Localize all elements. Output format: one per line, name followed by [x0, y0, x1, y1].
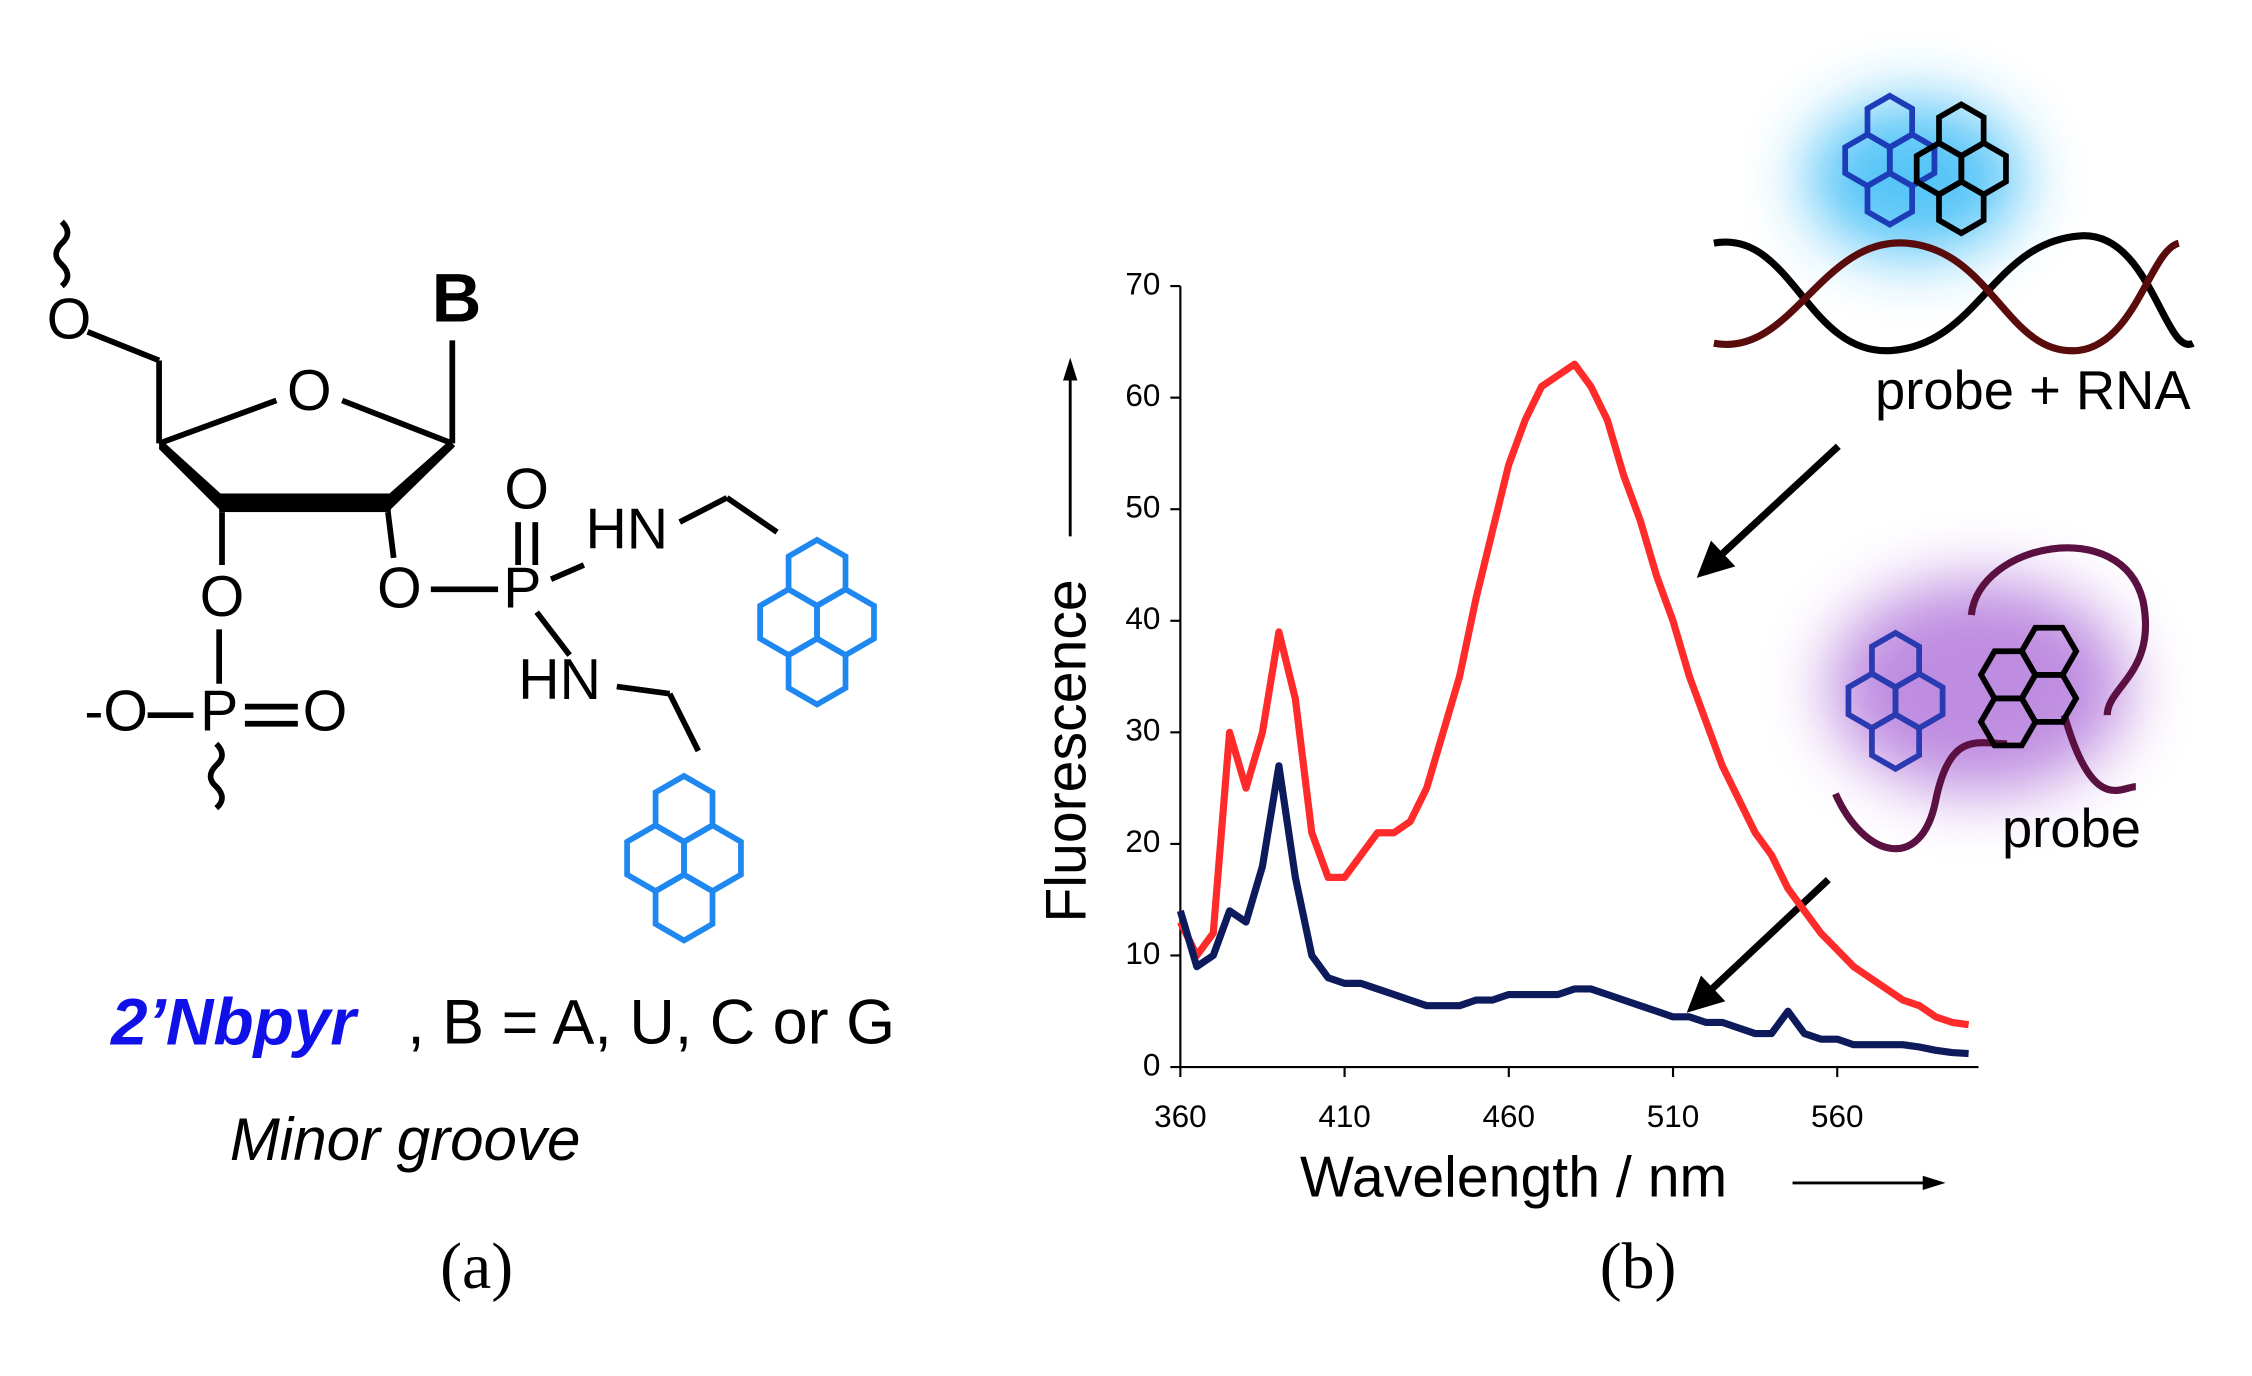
x-axis-label: Wavelength / nm — [1300, 1146, 1727, 1210]
y-tick-label: 30 — [1125, 713, 1160, 748]
pyrene — [1977, 624, 2080, 749]
atom-label: O — [200, 565, 245, 629]
ring — [1936, 178, 1987, 237]
x-tick-label: 410 — [1318, 1099, 1370, 1134]
pyrene — [1845, 629, 1946, 773]
pyrene — [757, 536, 877, 708]
y-tick-label: 50 — [1125, 490, 1160, 525]
atom-label: P — [200, 679, 238, 743]
y-tick-label: 60 — [1125, 378, 1160, 413]
atom-label: HN — [585, 498, 668, 562]
ring — [1936, 101, 1987, 160]
series-line — [1176, 762, 1969, 1058]
x-tick-label: 360 — [1154, 1099, 1206, 1134]
ring — [1869, 711, 1922, 773]
atom-label: O — [377, 556, 422, 620]
probe-cartoon — [1828, 544, 2150, 853]
series-line — [1177, 360, 1970, 1029]
y-tick-label: 70 — [1125, 266, 1160, 301]
x-tick-label: 460 — [1483, 1099, 1535, 1134]
pyrene-groups — [624, 536, 877, 944]
atom-label: -O — [84, 679, 148, 743]
atom-label: O — [287, 359, 332, 423]
ring — [1864, 169, 1915, 228]
ring — [785, 635, 849, 708]
y-tick-label: 10 — [1125, 936, 1160, 971]
x-tick-label: 510 — [1647, 1099, 1699, 1134]
atom-label: HN — [518, 648, 601, 712]
caption-rest: , B = A, U, C or G — [407, 988, 895, 1058]
y-tick-label: 40 — [1125, 601, 1160, 636]
axis-arrows — [1063, 357, 1946, 1191]
caption-name: 2’Nbpyr — [109, 984, 359, 1058]
x-tick-label: 560 — [1811, 1099, 1863, 1134]
structure-bonds — [53, 219, 779, 811]
annotation: probe — [2002, 798, 2141, 859]
pyrene — [1913, 101, 2009, 237]
y-axis-label: Fluorescence — [1034, 579, 1098, 922]
ring — [1977, 695, 2039, 749]
ring — [652, 871, 716, 944]
ring — [785, 536, 849, 610]
ring — [2018, 624, 2080, 678]
panel-label: (a) — [440, 1230, 513, 1303]
cartoon-pyrenes — [1842, 92, 2080, 773]
annotation-arrows — [1686, 443, 1841, 1013]
ring — [1864, 92, 1915, 151]
atom-label: O — [47, 287, 91, 351]
atom-label: B — [432, 259, 482, 336]
ring — [652, 772, 716, 846]
panel-label: (b) — [1600, 1230, 1677, 1303]
ring — [1869, 629, 1922, 691]
y-tick-label: 0 — [1143, 1047, 1161, 1082]
atom-label: O — [504, 458, 549, 522]
caption-sub: Minor groove — [230, 1106, 581, 1173]
atom-label: O — [303, 679, 347, 743]
annotation: probe + RNA — [1875, 360, 2191, 421]
pyrene — [624, 772, 744, 944]
atom-label: P — [503, 556, 541, 620]
y-tick-label: 20 — [1125, 824, 1160, 859]
